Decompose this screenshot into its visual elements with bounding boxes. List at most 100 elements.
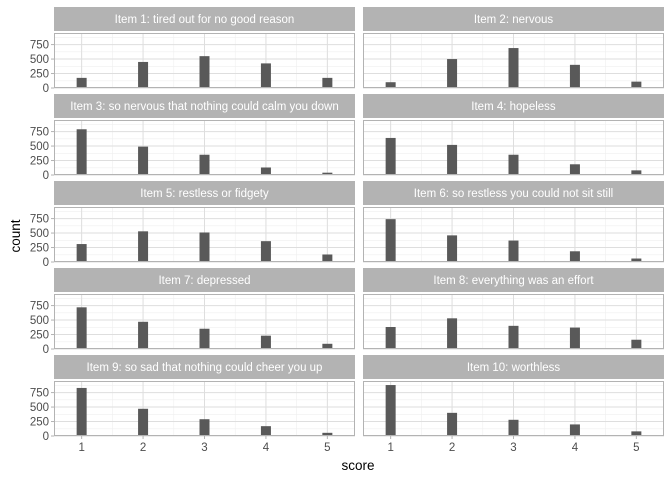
facet-title: Item 4: hopeless — [471, 101, 556, 113]
bar — [631, 258, 642, 262]
bar — [138, 231, 149, 262]
bar — [260, 63, 271, 88]
y-tick-label: 250 — [30, 243, 49, 255]
facet-title: Item 5: restless or fidgety — [140, 188, 269, 200]
panel-border — [54, 33, 355, 88]
facet-panel: Item 3: so nervous that nothing could ca… — [30, 94, 355, 182]
bar — [385, 82, 396, 88]
facet-strip — [363, 268, 664, 292]
bar — [569, 251, 580, 262]
bar — [322, 77, 333, 88]
bar — [260, 167, 271, 175]
panel-border — [54, 294, 355, 349]
bar — [199, 328, 210, 349]
facet-strip — [363, 355, 664, 379]
panel-border — [363, 381, 664, 436]
facet-strip — [54, 355, 355, 379]
x-tick-label: 1 — [78, 442, 84, 454]
panel-border — [363, 120, 664, 175]
facet-strip — [54, 94, 355, 118]
y-tick-label: 250 — [30, 69, 49, 81]
facet-title: Item 3: so nervous that nothing could ca… — [70, 101, 339, 113]
y-axis-title: count — [8, 219, 23, 252]
facet-panel: Item 7: depressed 0 250 500 750 — [30, 268, 355, 356]
facet-title: Item 2: nervous — [474, 14, 554, 26]
bar — [631, 431, 642, 436]
x-tick-label: 5 — [633, 442, 639, 454]
x-tick-label: 1 — [387, 442, 393, 454]
y-tick-label: 500 — [30, 54, 49, 66]
x-tick-label: 3 — [510, 442, 516, 454]
facet-panel: Item 6: so restless you could not sit st… — [363, 181, 664, 263]
bar — [508, 419, 519, 436]
panel-border — [54, 207, 355, 262]
x-tick-label: 2 — [449, 442, 455, 454]
y-tick-label: 750 — [30, 40, 49, 52]
facet-title: Item 10: worthless — [467, 362, 561, 374]
bar — [385, 327, 396, 349]
x-axis-title: score — [341, 458, 374, 473]
bar — [508, 240, 519, 262]
panel-border — [363, 207, 664, 262]
bar — [447, 318, 458, 349]
bar — [569, 327, 580, 349]
bar — [447, 59, 458, 88]
bar — [631, 339, 642, 349]
bar — [447, 235, 458, 262]
y-tick-label: 0 — [43, 83, 49, 95]
facet-panel: Item 2: nervous — [363, 7, 664, 89]
bar — [76, 129, 87, 175]
facet-panel: Item 4: hopeless — [363, 94, 664, 176]
facet-strip — [54, 181, 355, 205]
bar — [569, 64, 580, 88]
bar — [631, 170, 642, 175]
x-tick-label: 3 — [201, 442, 207, 454]
bar — [447, 412, 458, 436]
bar — [322, 254, 333, 262]
x-tick-label: 2 — [140, 442, 146, 454]
bar — [199, 56, 210, 88]
bar — [138, 61, 149, 88]
y-tick-label: 500 — [30, 228, 49, 240]
x-tick-label: 5 — [324, 442, 330, 454]
bar — [138, 321, 149, 349]
y-tick-label: 500 — [30, 141, 49, 153]
facet-panel: Item 8: everything was an effort — [363, 268, 664, 350]
y-tick-label: 750 — [30, 388, 49, 400]
bar — [385, 385, 396, 436]
bar — [199, 232, 210, 262]
bar — [199, 154, 210, 175]
bar — [76, 77, 87, 88]
facet-panel: Item 5: restless or fidgety 0 250 500 750 — [30, 181, 355, 269]
bar — [138, 146, 149, 175]
bar — [569, 424, 580, 436]
bar — [260, 426, 271, 436]
y-tick-label: 0 — [43, 431, 49, 443]
facet-title: Item 8: everything was an effort — [433, 275, 594, 287]
x-tick-label: 4 — [572, 442, 579, 454]
facet-panel: Item 1: tired out for no good reason 0 250… — [30, 7, 355, 95]
x-tick-label: 4 — [263, 442, 270, 454]
y-tick-label: 500 — [30, 315, 49, 327]
y-tick-label: 750 — [30, 214, 49, 226]
y-tick-label: 750 — [30, 301, 49, 313]
y-tick-label: 250 — [30, 417, 49, 429]
bar — [76, 244, 87, 262]
bar — [508, 325, 519, 349]
facet-title: Item 1: tired out for no good reason — [115, 14, 295, 26]
facet-strip — [54, 268, 355, 292]
bar — [322, 432, 333, 436]
facet-panel: Item 9: so sad that nothing could cheer … — [30, 355, 355, 454]
bar — [569, 164, 580, 175]
y-tick-label: 250 — [30, 156, 49, 168]
bar — [322, 172, 333, 175]
facet-strip — [363, 181, 664, 205]
y-tick-label: 0 — [43, 170, 49, 182]
bar — [508, 154, 519, 175]
facet-panel: Item 10: worthless 1 2 3 4 5 — [363, 355, 664, 454]
bar — [322, 343, 333, 349]
bar — [260, 335, 271, 349]
facet-strip — [363, 7, 664, 31]
y-tick-label: 500 — [30, 402, 49, 414]
